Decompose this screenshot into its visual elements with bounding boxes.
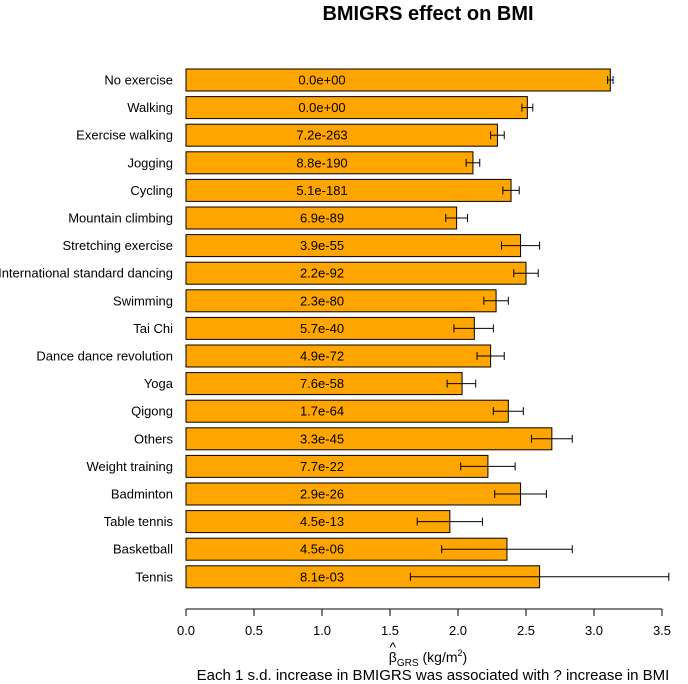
category-label: Table tennis	[104, 514, 174, 529]
p-value-label: 1.7e-64	[300, 404, 344, 419]
bar	[185, 399, 509, 423]
category-label: Others	[134, 431, 174, 446]
x-axis-label-units: (kg/m	[423, 649, 458, 665]
category-label: Jogging	[127, 155, 173, 170]
bars-layer: No exercise 0.0e+00 Walking 0.0e+00 Exercise…	[0, 68, 670, 589]
category-label: No exercise	[104, 73, 173, 88]
category-label: Mountain climbing	[68, 211, 173, 226]
bar	[185, 96, 528, 120]
category-label: Badminton	[111, 487, 173, 502]
category-label: Walking	[127, 100, 173, 115]
category-label: Cycling	[130, 183, 173, 198]
category-label: Tennis	[135, 569, 173, 584]
p-value-label: 0.0e+00	[298, 73, 345, 88]
bar	[185, 482, 522, 506]
x-tick-label: 3.0	[585, 623, 603, 638]
bar	[185, 178, 512, 202]
x-tick-label: 2.0	[449, 623, 467, 638]
p-value-label: 4.5e-13	[300, 514, 344, 529]
x-tick-label: 2.5	[517, 623, 535, 638]
p-value-label: 4.9e-72	[300, 349, 344, 364]
p-value-label: 6.9e-89	[300, 211, 344, 226]
category-label: International standard dancing	[0, 266, 173, 281]
chart-caption: Each 1 s.d. increase in BMIGRS was assoc…	[197, 667, 670, 684]
x-tick-label: 0.5	[245, 623, 263, 638]
x-tick-label: 1.0	[313, 623, 331, 638]
category-label: Exercise walking	[76, 128, 173, 143]
p-value-label: 7.2e-263	[296, 128, 347, 143]
p-value-label: 7.7e-22	[300, 459, 344, 474]
x-axis-label-units-close: )	[463, 649, 468, 665]
bar	[185, 261, 527, 285]
p-value-label: 2.3e-80	[300, 293, 344, 308]
x-axis-label-subscript: GRS	[397, 658, 419, 669]
p-value-label: 0.0e+00	[298, 100, 345, 115]
category-label: Qigong	[131, 404, 173, 419]
p-value-label: 3.3e-45	[300, 431, 344, 446]
x-axis-label-symbol: β	[389, 649, 397, 665]
p-value-label: 8.8e-190	[296, 155, 347, 170]
p-value-label: 3.9e-55	[300, 238, 344, 253]
bar	[185, 68, 611, 92]
x-tick-label: 1.5	[381, 623, 399, 638]
category-label: Basketball	[113, 542, 173, 557]
p-value-label: 2.2e-92	[300, 266, 344, 281]
p-value-label: 5.1e-181	[296, 183, 347, 198]
x-axis: 0.0 0.5 1.0 1.5 2.0 2.5 3.0 3.5	[177, 608, 671, 638]
category-label: Swimming	[113, 293, 173, 308]
p-value-label: 4.5e-06	[300, 542, 344, 557]
chart-title: BMIGRS effect on BMI	[322, 3, 533, 25]
category-label: Tai Chi	[133, 321, 173, 336]
x-tick-label: 3.5	[653, 623, 671, 638]
x-axis-label-exponent: 2	[458, 648, 463, 658]
category-label: Weight training	[87, 459, 173, 474]
bar	[185, 427, 553, 451]
p-value-label: 2.9e-26	[300, 487, 344, 502]
category-label: Stretching exercise	[62, 238, 173, 253]
p-value-label: 8.1e-03	[300, 569, 344, 584]
x-axis-label-hat: ^	[390, 639, 397, 655]
x-axis-label: βGRS (kg/m2)	[389, 648, 467, 669]
x-tick-label: 0.0	[177, 623, 195, 638]
category-label: Yoga	[144, 376, 174, 391]
p-value-label: 7.6e-58	[300, 376, 344, 391]
p-value-label: 5.7e-40	[300, 321, 344, 336]
bar	[185, 234, 522, 258]
category-label: Dance dance revolution	[36, 349, 173, 364]
